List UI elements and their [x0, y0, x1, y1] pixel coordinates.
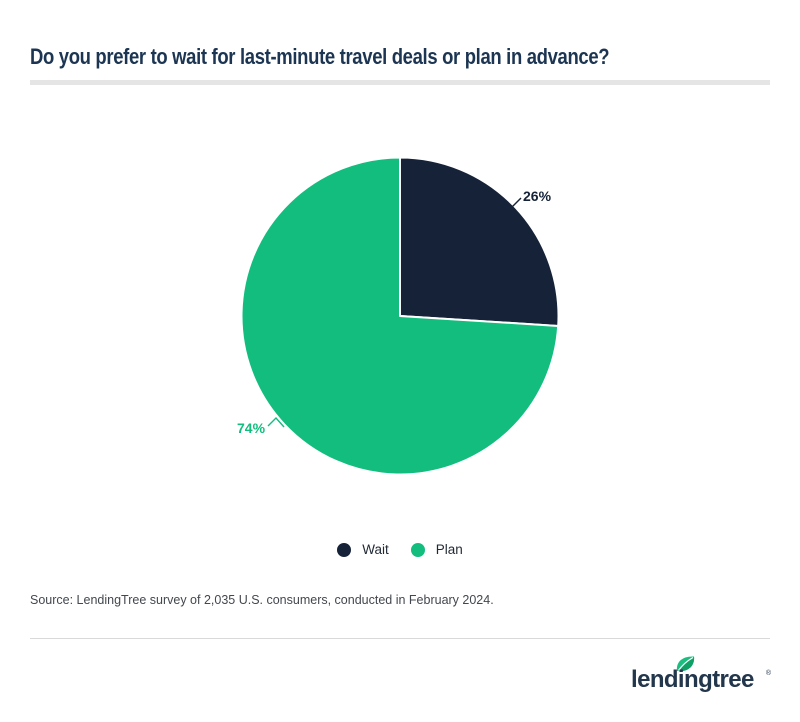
page-title: Do you prefer to wait for last-minute tr… [30, 44, 610, 69]
wait-legend-dot-icon [337, 542, 352, 557]
lendingtree-logo: lendingtree ® [619, 654, 771, 700]
wait-label-leader-line [511, 197, 522, 208]
plan-slice-data-label: 74% [237, 420, 266, 436]
registered-trademark: ® [765, 670, 771, 677]
leaf-icon [676, 656, 695, 672]
wait-slice-data-label: 26% [523, 188, 552, 204]
plan-legend-dot-icon [410, 542, 425, 557]
chart-legend: Wait Plan [0, 542, 800, 557]
plan-label-leader-line [267, 416, 285, 428]
logo-wordmark: lendingtree [631, 666, 754, 693]
title-underline-bar [30, 80, 770, 85]
footer-divider [30, 638, 770, 639]
pie-slice-wait [399, 156, 560, 327]
legend-label-wait: Wait [362, 542, 389, 557]
legend-label-plan: Plan [435, 542, 463, 557]
source-note: Source: LendingTree survey of 2,035 U.S.… [30, 593, 494, 607]
pie-slice-plan [240, 156, 560, 476]
pie-slices [240, 156, 560, 476]
legend-item-wait: Wait [337, 542, 389, 557]
legend-item-plan: Plan [410, 542, 463, 557]
